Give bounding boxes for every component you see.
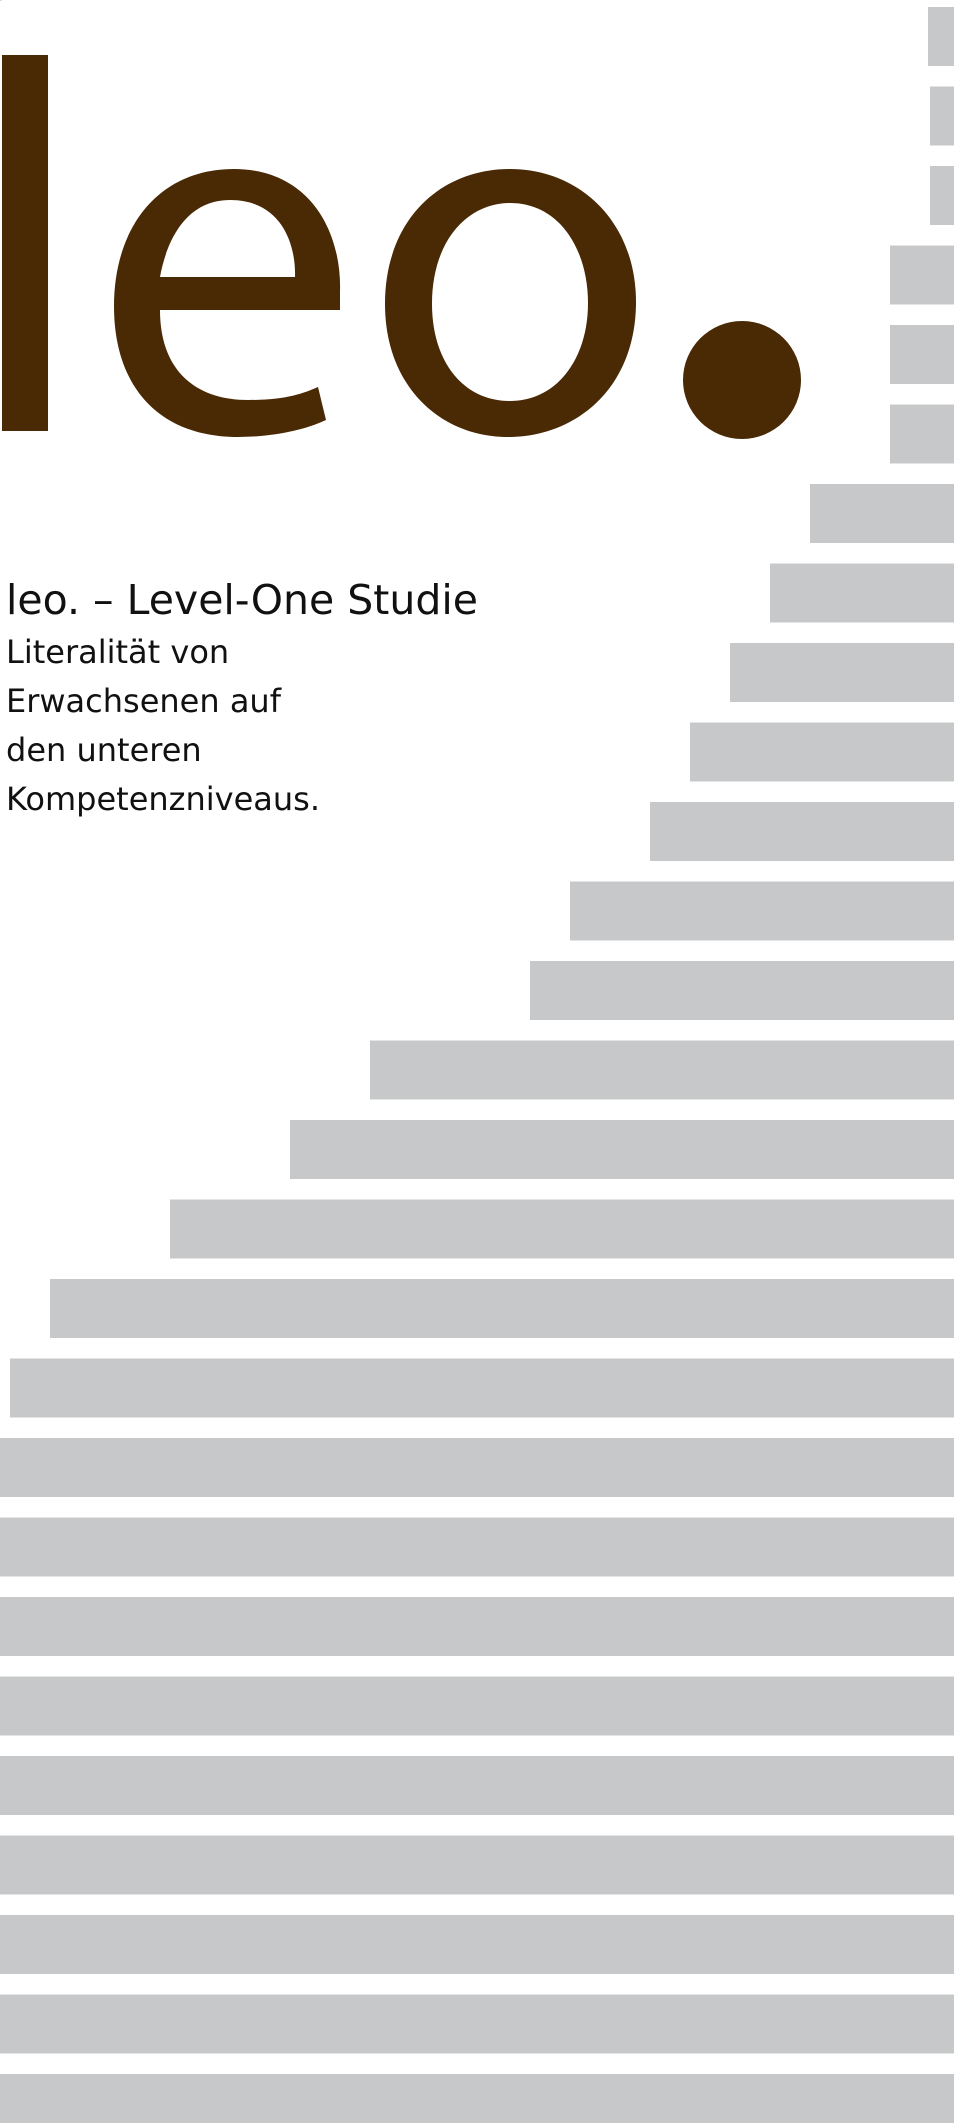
stair-bar [930, 166, 954, 225]
description-line-4: Kompetenzniveaus. [6, 780, 320, 818]
stair-bar [690, 722, 954, 782]
stair-bar [0, 1517, 954, 1577]
logo-text: leo. [0, 0, 2, 2]
leo-logo: leo. [0, 0, 801, 439]
logo-letter-o [385, 169, 636, 437]
stair-bar [928, 7, 954, 66]
stair-bar [0, 1994, 954, 2054]
description-line-3: den unteren [6, 731, 202, 769]
stair-bar [530, 961, 954, 1020]
stair-bar [0, 1438, 954, 1497]
stair-bar [650, 802, 954, 861]
stair-bar [10, 1358, 954, 1418]
stair-bar [0, 1835, 954, 1895]
study-description: leo. – Level-One Studie Literalität von … [6, 572, 478, 824]
stair-bar [730, 643, 954, 702]
stair-bar [930, 86, 954, 146]
stair-bar [890, 245, 954, 305]
logo-letter-e [114, 169, 341, 437]
description-line-1: Literalität von [6, 633, 230, 671]
description-line-2: Erwachsenen auf [6, 682, 281, 720]
stair-bar [890, 325, 954, 384]
stair-bar [810, 484, 954, 543]
stair-bar [0, 1597, 954, 1656]
logo-period-dot [683, 321, 801, 439]
stair-bar [370, 1040, 954, 1100]
stair-bar [290, 1120, 954, 1179]
logo-letter-l [2, 55, 48, 431]
stair-bar [0, 2074, 954, 2123]
stair-bar [0, 1915, 954, 1974]
stair-bar [890, 404, 954, 464]
stair-bar [50, 1279, 954, 1338]
stair-bar [170, 1199, 954, 1259]
stair-bar [0, 1676, 954, 1736]
stair-bar [0, 1756, 954, 1815]
stair-bar [770, 563, 954, 623]
stair-bar [570, 881, 954, 941]
study-title: leo. – Level-One Studie [6, 576, 478, 624]
